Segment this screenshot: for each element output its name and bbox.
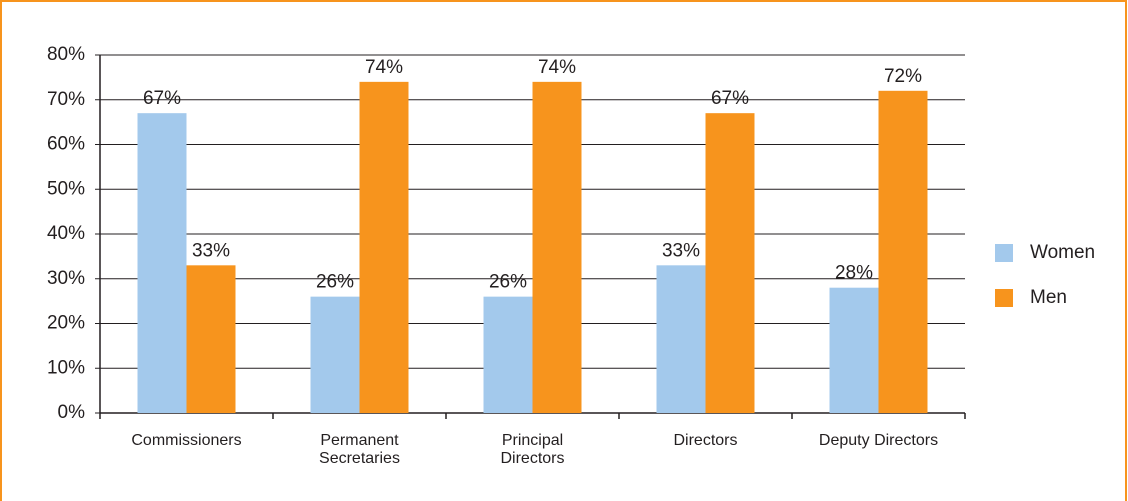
value-label: 67% <box>711 88 749 109</box>
value-label: 67% <box>143 88 181 109</box>
x-tick-label: Directors <box>673 432 737 449</box>
x-tick-label: Permanent Secretaries <box>319 432 400 467</box>
y-tick-label: 60% <box>47 134 85 155</box>
legend-label: Men <box>1030 287 1067 308</box>
bar <box>483 296 533 413</box>
bar <box>829 287 879 413</box>
y-tick-label: 10% <box>47 357 85 378</box>
y-tick-label: 40% <box>47 223 85 244</box>
value-label: 74% <box>538 57 576 78</box>
x-tick-label: Commissioners <box>131 432 241 449</box>
bar <box>878 90 928 414</box>
y-tick-label: 20% <box>47 313 85 334</box>
y-tick-label: 70% <box>47 89 85 110</box>
value-label: 26% <box>489 272 527 293</box>
x-tick-label: Deputy Directors <box>819 432 938 449</box>
bar <box>532 81 582 413</box>
legend-swatch <box>995 244 1013 262</box>
bar <box>359 81 409 413</box>
value-label: 72% <box>884 66 922 87</box>
x-tick-label: Principal Directors <box>500 432 564 467</box>
y-tick-label: 0% <box>58 402 86 423</box>
value-label: 74% <box>365 57 403 78</box>
y-tick-label: 30% <box>47 268 85 289</box>
y-tick-label: 80% <box>47 44 85 65</box>
value-label: 33% <box>192 240 230 261</box>
y-tick-label: 50% <box>47 178 85 199</box>
value-label: 26% <box>316 272 354 293</box>
value-label: 28% <box>835 263 873 284</box>
bar <box>310 296 360 413</box>
bar <box>137 113 187 414</box>
bar <box>705 113 755 414</box>
legend-label: Women <box>1030 242 1095 263</box>
legend-swatch <box>995 289 1013 307</box>
bar <box>186 265 236 413</box>
value-label: 33% <box>662 240 700 261</box>
bar <box>656 265 706 413</box>
